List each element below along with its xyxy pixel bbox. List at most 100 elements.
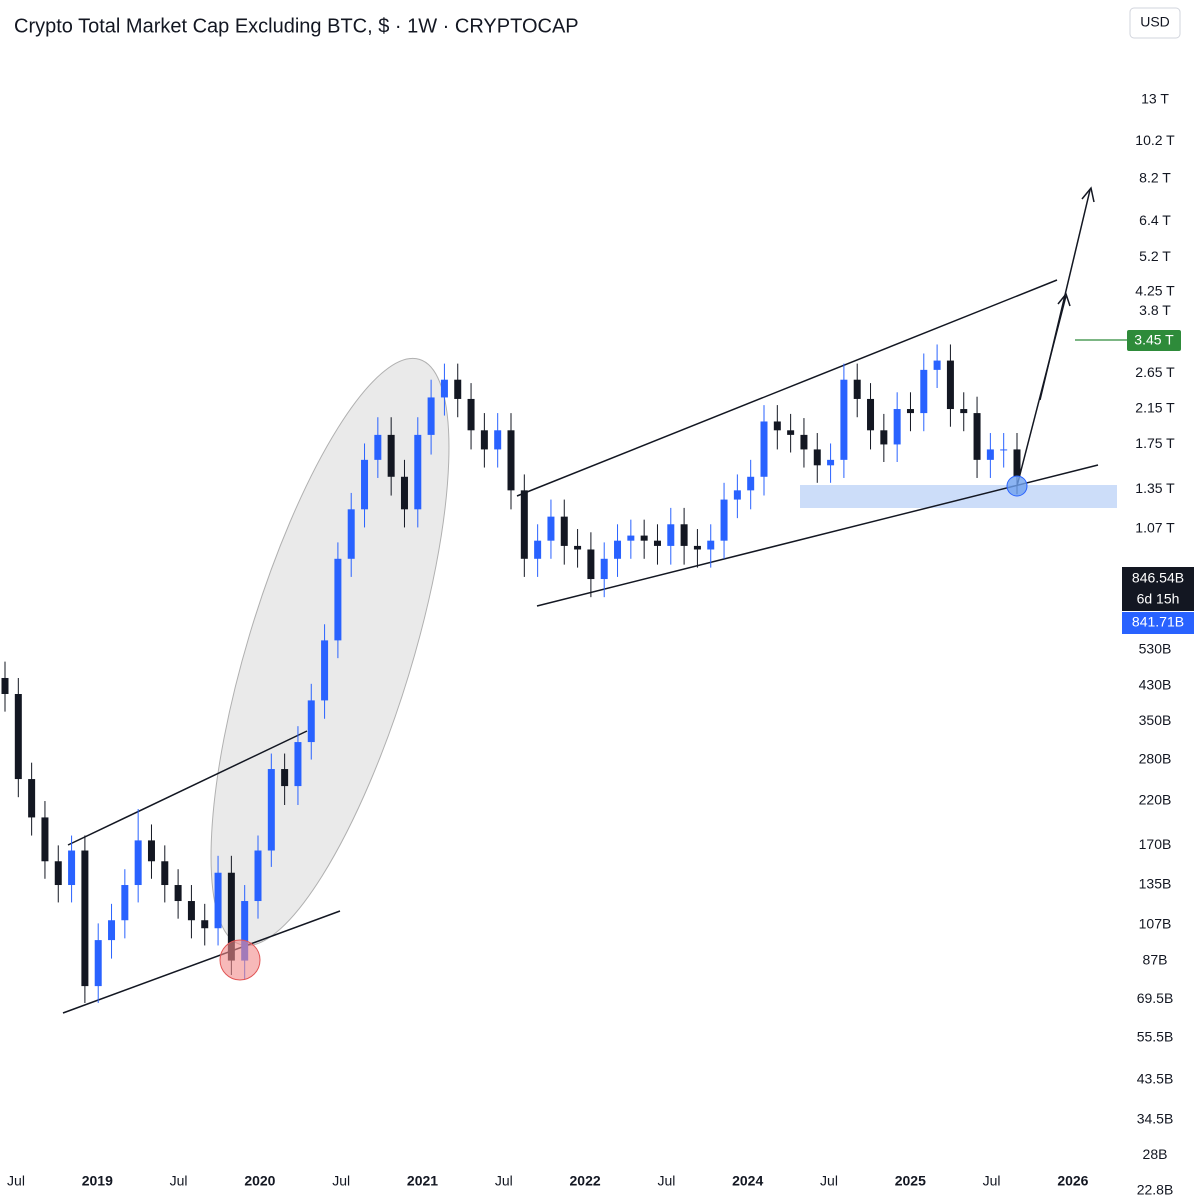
y-tick-label: 170B: [1139, 836, 1172, 852]
candle-body: [347, 509, 355, 559]
y-tick-label: 350B: [1139, 712, 1172, 728]
trend-line: [62, 910, 341, 1014]
y-tick-label: 10.2 T: [1135, 132, 1175, 148]
y-tick-label: 55.5B: [1137, 1029, 1174, 1045]
candles: [1, 344, 1021, 1003]
candle-body: [321, 640, 329, 701]
arrow: [1039, 189, 1091, 401]
candle-body: [81, 850, 89, 987]
x-tick-label: Jul: [332, 1173, 350, 1189]
candle-body: [254, 850, 262, 902]
y-tick-label: 43.5B: [1137, 1070, 1174, 1086]
last-price: 846.54B: [1132, 570, 1184, 586]
candle-body: [14, 693, 22, 780]
y-tick-label: 1.35 T: [1135, 480, 1175, 496]
markers: [219, 475, 1028, 981]
last-price-badge: [1122, 567, 1194, 611]
y-tick-label: 280B: [1139, 750, 1172, 766]
candle-body: [853, 379, 861, 399]
candle-body: [361, 459, 369, 510]
candle-body: [920, 369, 928, 414]
y-tick-label: 1.07 T: [1135, 520, 1175, 536]
x-tick-label: Jul: [657, 1173, 675, 1189]
x-tick-label: Jul: [495, 1173, 513, 1189]
candle-body: [281, 769, 289, 787]
candle-body: [840, 379, 848, 460]
candle-body: [440, 379, 448, 398]
prev-close-badge: [1122, 612, 1194, 634]
candle-body: [161, 861, 169, 886]
candle-body: [134, 840, 142, 886]
y-tick-label: 13 T: [1141, 90, 1169, 106]
y-tick-label: 87B: [1143, 951, 1168, 967]
candle-body: [946, 360, 954, 410]
candle-body: [693, 545, 701, 550]
candle-body: [587, 549, 595, 580]
candle-body: [494, 430, 502, 450]
y-tick-label: 4.25 T: [1135, 283, 1175, 299]
candle-body: [787, 430, 795, 435]
candle-body: [547, 516, 555, 541]
candle-body: [28, 779, 36, 818]
candle-body: [427, 397, 435, 435]
x-tick-label: 2019: [82, 1173, 113, 1189]
candle-body: [54, 861, 62, 886]
y-tick-label: 5.2 T: [1139, 248, 1171, 264]
candle-body: [1013, 449, 1021, 477]
x-tick-label: Jul: [170, 1173, 188, 1189]
x-tick-label: 2026: [1057, 1173, 1088, 1189]
candle-body: [973, 413, 981, 460]
candle-body: [1, 677, 9, 694]
arrow-head: [1081, 186, 1095, 203]
currency-box[interactable]: [1129, 7, 1181, 39]
candle-body: [627, 535, 635, 541]
y-tick-label: 220B: [1139, 792, 1172, 808]
candle-body: [720, 499, 728, 541]
x-tick-label: 2020: [244, 1173, 275, 1189]
candle-body: [187, 901, 195, 921]
low-marker: [219, 939, 261, 981]
candle-body: [307, 700, 315, 743]
candle-body: [893, 409, 901, 445]
x-tick-label: Jul: [983, 1173, 1001, 1189]
y-tick-label: 22.8B: [1137, 1182, 1174, 1198]
candle-body: [334, 558, 342, 641]
x-tick-label: 2021: [407, 1173, 438, 1189]
candle-body: [827, 459, 835, 466]
x-tick-label: 2022: [570, 1173, 601, 1189]
candle-body: [773, 421, 781, 431]
y-tick-label: 8.2 T: [1139, 170, 1171, 186]
candle-body: [680, 524, 688, 546]
candle-body: [733, 490, 741, 500]
x-tick-label: Jul: [7, 1173, 25, 1189]
price-axis: 13 T 10.2 T 8.2 T 6.4 T 5.2 T 4.25 T 3.8 T 2.65…: [1135, 90, 1175, 1197]
candle-body: [507, 430, 515, 491]
support-zone: [800, 485, 1117, 508]
candle-body: [108, 920, 116, 941]
candle-body: [813, 449, 821, 466]
candle-body: [520, 490, 528, 559]
trend-line: [536, 464, 1099, 607]
candle-body: [760, 421, 768, 477]
drawings: [62, 186, 1127, 1014]
trend-line: [67, 730, 308, 846]
y-tick-label: 530B: [1139, 641, 1172, 657]
candle-body: [640, 535, 648, 541]
trend-line: [516, 279, 1058, 497]
candle-body: [800, 434, 808, 450]
y-tick-label: 2.65 T: [1135, 364, 1175, 380]
candle-body: [414, 434, 422, 510]
prev-close: 841.71B: [1132, 614, 1184, 630]
candle-body: [880, 430, 888, 445]
candle-body: [986, 449, 994, 460]
y-tick-label: 69.5B: [1137, 990, 1174, 1006]
candle-body: [867, 398, 875, 431]
candle-body: [454, 379, 462, 399]
time-axis: Jul 2019 Jul 2020 Jul 2021 Jul 2022 Jul 2024 Jul 20…: [7, 1173, 1089, 1189]
candle-body: [374, 434, 382, 460]
candle-body: [534, 540, 542, 559]
countdown: 6d 15h: [1137, 591, 1180, 607]
y-tick-label: 1.75 T: [1135, 435, 1175, 451]
y-tick-label: 135B: [1139, 876, 1172, 892]
y-tick-label: 107B: [1139, 916, 1172, 932]
